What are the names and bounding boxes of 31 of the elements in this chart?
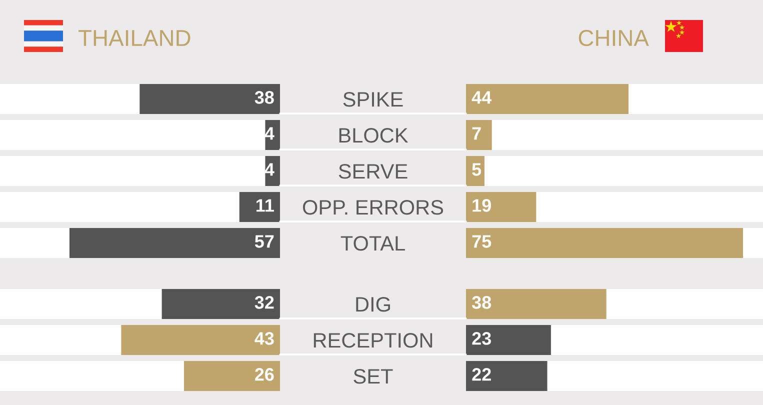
data-label: 75 <box>472 235 492 248</box>
y-tick-label: OPP. ERRORS <box>302 200 444 215</box>
data-label: 7 <box>472 127 481 140</box>
bar <box>466 192 536 222</box>
data-label: 57 <box>254 235 274 248</box>
bar <box>466 120 492 150</box>
y-tick-label: DIG <box>356 297 390 312</box>
data-label: 11 <box>256 199 274 212</box>
y-tick-label: TOTAL <box>340 236 405 251</box>
bar <box>265 156 280 186</box>
data-label: 38 <box>472 296 492 309</box>
y-tick-label: SET <box>354 369 393 384</box>
data-label: 32 <box>254 296 274 309</box>
y-tick-label: BLOCK <box>339 128 408 143</box>
data-label: 19 <box>472 199 491 212</box>
y-tick-label: SPIKE <box>343 92 403 107</box>
data-label: 4 <box>264 127 274 140</box>
data-label: 43 <box>254 332 274 345</box>
data-label: 22 <box>472 368 491 381</box>
bar <box>239 192 280 222</box>
bar <box>265 120 280 150</box>
y-tick-label: RECEPTION <box>314 333 432 348</box>
data-label: 5 <box>472 163 482 176</box>
series-label: CHINA <box>578 30 649 46</box>
data-label: 38 <box>254 91 274 104</box>
data-label: 23 <box>472 332 491 345</box>
data-label: 44 <box>472 91 492 104</box>
data-label: 4 <box>264 163 274 176</box>
y-tick-label: SERVE <box>338 164 408 179</box>
data-label: 26 <box>254 368 274 381</box>
series-label: THAILAND <box>78 30 190 46</box>
